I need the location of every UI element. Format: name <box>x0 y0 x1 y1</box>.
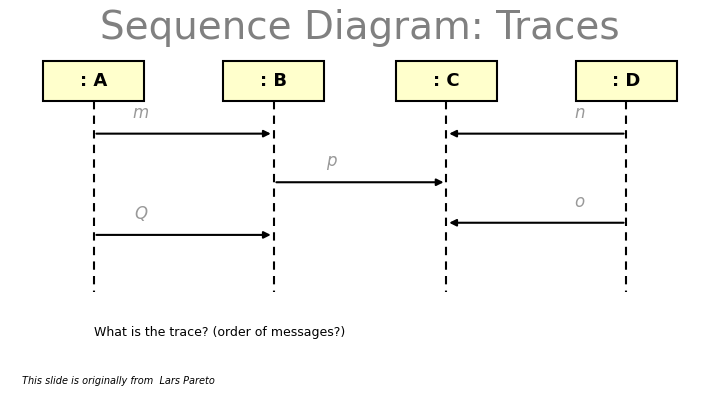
Bar <box>576 61 677 101</box>
Bar <box>223 61 324 101</box>
Text: Sequence Diagram: Traces: Sequence Diagram: Traces <box>100 9 620 47</box>
Text: n: n <box>575 104 585 122</box>
Text: m: m <box>132 104 148 122</box>
Bar <box>43 61 144 101</box>
Text: : C: : C <box>433 72 459 90</box>
Text: This slide is originally from  Lars Pareto: This slide is originally from Lars Paret… <box>22 376 215 386</box>
Text: What is the trace? (order of messages?): What is the trace? (order of messages?) <box>94 326 345 339</box>
Text: : B: : B <box>260 72 287 90</box>
Text: : A: : A <box>80 72 107 90</box>
Text: o: o <box>575 193 585 211</box>
Text: : D: : D <box>612 72 641 90</box>
Text: p: p <box>326 152 336 170</box>
Text: Q: Q <box>134 205 147 223</box>
Bar <box>396 61 497 101</box>
